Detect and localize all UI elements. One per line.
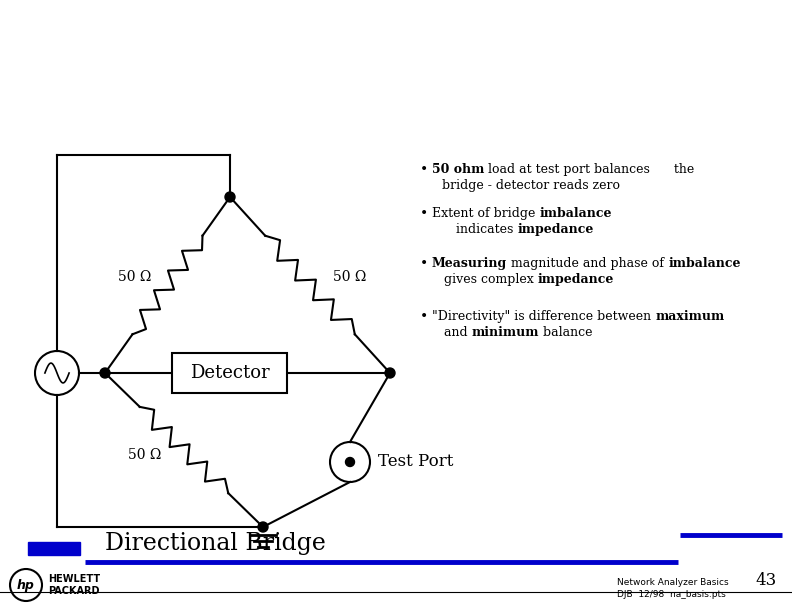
Text: 50 Ω: 50 Ω xyxy=(333,270,366,284)
Text: •: • xyxy=(420,163,428,177)
Text: 50 ohm: 50 ohm xyxy=(432,163,485,176)
Text: Detector: Detector xyxy=(190,364,269,382)
Circle shape xyxy=(100,368,110,378)
Circle shape xyxy=(258,522,268,532)
Text: load at test port balances      the: load at test port balances the xyxy=(485,163,695,176)
Text: PACKARD: PACKARD xyxy=(48,586,100,596)
Text: DJB  12/98  na_basis.pts: DJB 12/98 na_basis.pts xyxy=(617,590,725,599)
Text: maximum: maximum xyxy=(655,310,725,323)
Text: 50 Ω: 50 Ω xyxy=(128,448,161,462)
Text: imbalance: imbalance xyxy=(668,257,741,270)
Text: hp: hp xyxy=(17,578,35,592)
Text: balance: balance xyxy=(539,326,592,339)
Text: Measuring: Measuring xyxy=(432,257,507,270)
Text: indicates: indicates xyxy=(432,223,517,236)
Text: impedance: impedance xyxy=(517,223,594,236)
Text: and: and xyxy=(432,326,471,339)
Text: •: • xyxy=(420,310,428,324)
Text: Extent of bridge: Extent of bridge xyxy=(432,207,539,220)
Circle shape xyxy=(225,192,235,202)
Text: imbalance: imbalance xyxy=(539,207,612,220)
Bar xyxy=(28,542,80,555)
Text: magnitude and phase of: magnitude and phase of xyxy=(507,257,668,270)
Text: Network Analyzer Basics: Network Analyzer Basics xyxy=(617,578,729,587)
Bar xyxy=(172,353,287,393)
Text: gives complex: gives complex xyxy=(432,273,538,286)
Text: bridge - detector reads zero: bridge - detector reads zero xyxy=(442,179,620,192)
Text: "Directivity" is difference between: "Directivity" is difference between xyxy=(432,310,655,323)
Text: HEWLETT: HEWLETT xyxy=(48,574,100,584)
Text: Test Port: Test Port xyxy=(378,453,453,471)
Text: impedance: impedance xyxy=(538,273,614,286)
Text: •: • xyxy=(420,257,428,271)
Circle shape xyxy=(385,368,395,378)
Text: minimum: minimum xyxy=(471,326,539,339)
Circle shape xyxy=(345,458,355,466)
Text: •: • xyxy=(420,207,428,221)
Text: 50 Ω: 50 Ω xyxy=(118,270,151,284)
Text: 43: 43 xyxy=(755,572,776,589)
Text: Directional Bridge: Directional Bridge xyxy=(105,532,326,555)
